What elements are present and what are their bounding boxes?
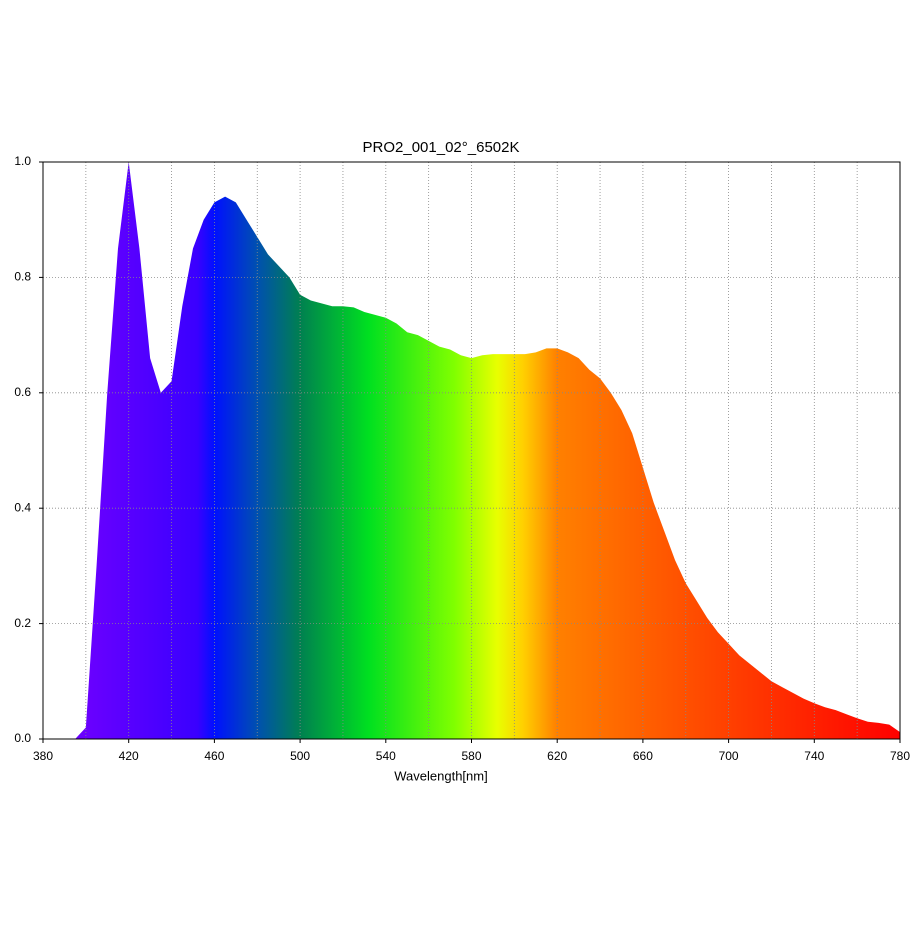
x-tick-label: 540 xyxy=(376,749,396,763)
y-tick-label: 0.4 xyxy=(14,500,31,514)
x-tick-label: 780 xyxy=(890,749,910,763)
y-tick-label: 0.2 xyxy=(14,616,31,630)
y-tick-label: 0.8 xyxy=(14,270,31,284)
y-tick-label: 0.0 xyxy=(14,731,31,745)
x-tick-label: 740 xyxy=(804,749,824,763)
y-tick-label: 0.6 xyxy=(14,385,31,399)
x-tick-label: 660 xyxy=(633,749,653,763)
chart-title: PRO2_001_02°_6502K xyxy=(363,139,520,156)
x-tick-label: 620 xyxy=(547,749,567,763)
x-tick-label: 460 xyxy=(204,749,224,763)
x-tick-label: 580 xyxy=(461,749,481,763)
x-tick-label: 700 xyxy=(719,749,739,763)
x-tick-label: 380 xyxy=(33,749,53,763)
x-tick-label: 420 xyxy=(119,749,139,763)
x-axis-label: Wavelength[nm] xyxy=(394,768,487,783)
plot-frame xyxy=(42,161,901,740)
y-tick-label: 1.0 xyxy=(14,154,31,168)
x-tick-label: 500 xyxy=(290,749,310,763)
